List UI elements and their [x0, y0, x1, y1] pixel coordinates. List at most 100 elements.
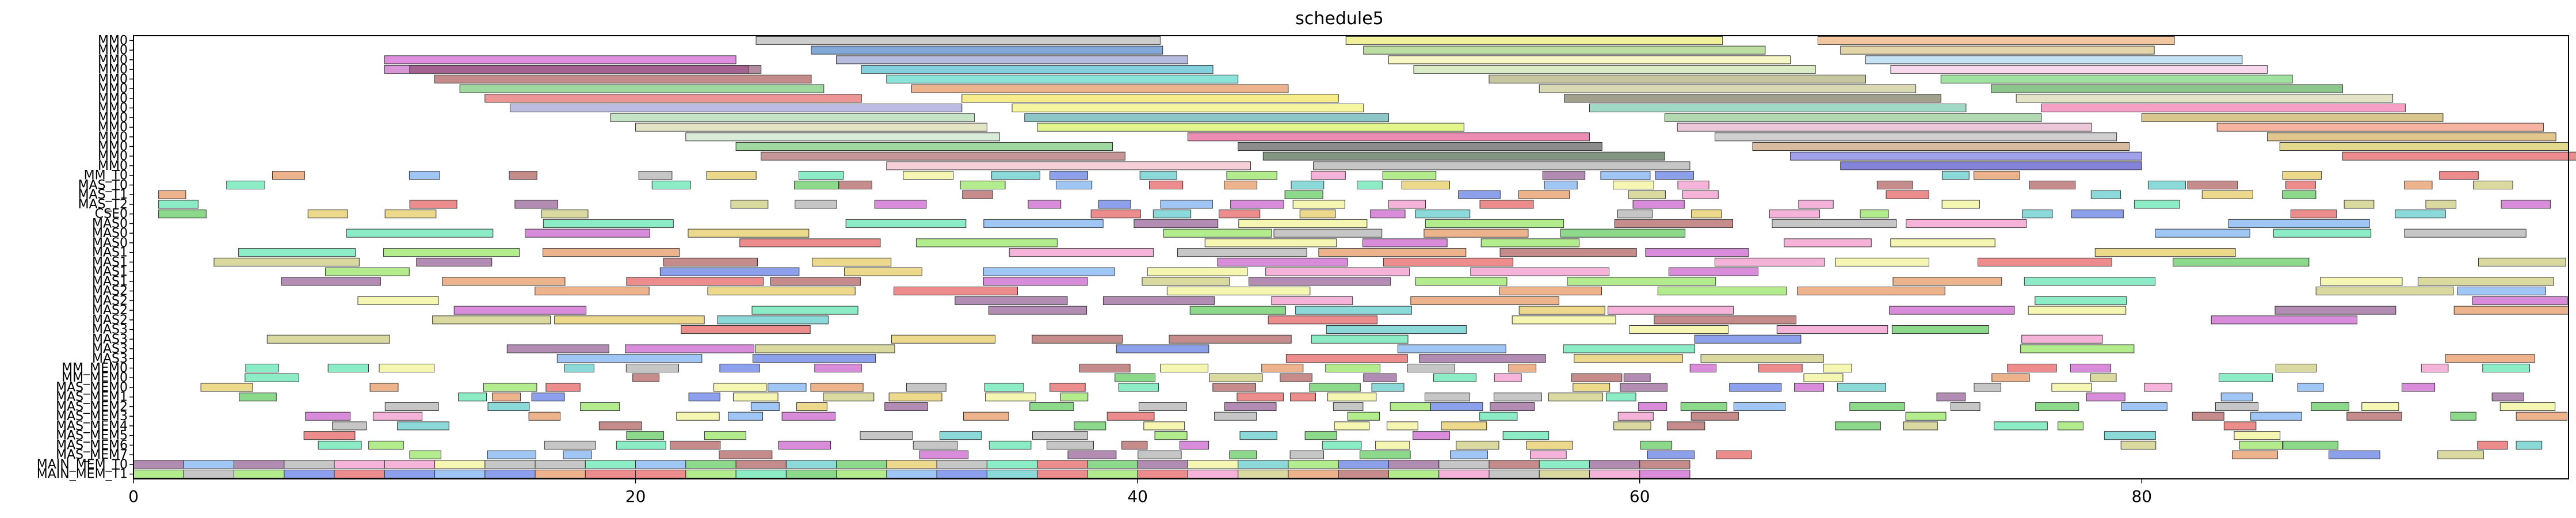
task-bar [1664, 113, 2042, 122]
task-bar [384, 55, 736, 64]
task-bar [1639, 460, 1690, 469]
task-bar [1456, 440, 1499, 450]
task-bar [2021, 334, 2103, 344]
task-bar [2439, 171, 2479, 180]
task-bar [1512, 315, 1616, 325]
task-bar [1690, 412, 1739, 421]
task-bar [983, 267, 1115, 276]
task-bar [713, 383, 767, 392]
task-bar [1494, 373, 1522, 382]
task-bar [991, 171, 1040, 180]
task-bar [894, 287, 1018, 296]
task-bar [2285, 180, 2316, 189]
task-bar [1470, 267, 1610, 276]
task-bar [1645, 248, 1749, 257]
task-bar [1865, 55, 2243, 64]
task-bar [1313, 161, 1690, 170]
task-bar [332, 421, 367, 431]
y-tick-label: MAS_MEM7 [56, 448, 128, 462]
task-bar [688, 393, 720, 402]
y-tick-label: MAS2 [92, 294, 128, 308]
task-bar [632, 373, 659, 382]
task-bar [2395, 210, 2446, 219]
task-bar [940, 431, 982, 440]
y-tick-label: MM_MEM0 [62, 361, 128, 376]
task-bar [1009, 248, 1154, 257]
task-bar [2216, 123, 2544, 132]
task-bar [1238, 460, 1289, 469]
task-bar [409, 200, 457, 209]
task-bar [860, 431, 913, 440]
task-bar [357, 296, 439, 305]
task-bar [635, 470, 686, 479]
task-bar [2274, 306, 2396, 315]
task-bar [2501, 200, 2551, 209]
task-bar [2404, 180, 2433, 189]
y-axis: MM0MM0MM0MM0MM0MM0MM0MM0MM0MM0MM0MM0MM0M… [37, 33, 133, 482]
task-bar [1892, 277, 2002, 286]
task-bar [2071, 210, 2124, 219]
task-bar [2401, 383, 2436, 392]
task-bar [1668, 267, 1759, 276]
y-tick-label: MAS_MEM6 [56, 438, 128, 452]
task-bar [434, 460, 486, 469]
task-bar [1139, 171, 1177, 180]
x-tick-label: 0 [128, 487, 139, 506]
task-bar [1288, 460, 1339, 469]
task-bar [1654, 315, 1797, 325]
task-bar [1152, 210, 1192, 219]
task-bar [1226, 171, 1277, 180]
task-bar [1292, 200, 1345, 209]
task-bar [1638, 402, 1667, 411]
task-bar [1640, 440, 1673, 450]
task-bar [1632, 200, 1685, 209]
task-bar [1564, 94, 1941, 103]
y-tick-label: MM0 [98, 140, 128, 154]
x-tick-label: 60 [1629, 487, 1650, 506]
task-bar [564, 363, 594, 373]
task-bar [1605, 393, 1636, 402]
task-bar [2155, 228, 2250, 238]
task-bar [1360, 450, 1411, 459]
y-tick-label: MM0 [98, 159, 128, 173]
task-bar [1489, 470, 1540, 479]
task-bar [1797, 287, 1945, 296]
task-bar [616, 440, 666, 450]
task-bar [1029, 402, 1074, 411]
task-bar [1433, 373, 1476, 382]
task-bar [1326, 325, 1467, 334]
task-bar [1142, 277, 1230, 286]
task-bar [2239, 440, 2283, 450]
task-bar [327, 363, 369, 373]
task-bar [563, 450, 592, 459]
task-bar [1628, 190, 1666, 199]
task-bar [1677, 180, 1709, 189]
task-bar [2219, 373, 2273, 382]
task-bar [1224, 402, 1277, 411]
y-tick-label: MAS0 [92, 236, 128, 250]
task-bar [1261, 363, 1304, 373]
task-bar [676, 412, 720, 421]
task-bar [1212, 383, 1256, 392]
y-tick-label: MM0 [98, 130, 128, 144]
task-bar [1189, 306, 1286, 315]
task-bar [1375, 440, 1410, 450]
task-bar [961, 94, 1339, 103]
task-bar [635, 460, 686, 469]
y-tick-label: MM0 [98, 111, 128, 125]
task-bar [1318, 248, 1467, 257]
task-bar [2491, 393, 2524, 402]
task-bar [1401, 180, 1450, 189]
task-bar [1835, 257, 1930, 266]
task-bar [1229, 450, 1257, 459]
task-bar [1655, 171, 1694, 180]
task-bar [823, 393, 875, 402]
task-bar [2220, 393, 2253, 402]
task-bar [1304, 431, 1337, 440]
task-bar [1098, 200, 1131, 209]
task-bar [556, 354, 703, 363]
task-bar [528, 412, 561, 421]
task-bar [919, 450, 969, 459]
task-bar [183, 460, 235, 469]
task-bar [1311, 171, 1346, 180]
